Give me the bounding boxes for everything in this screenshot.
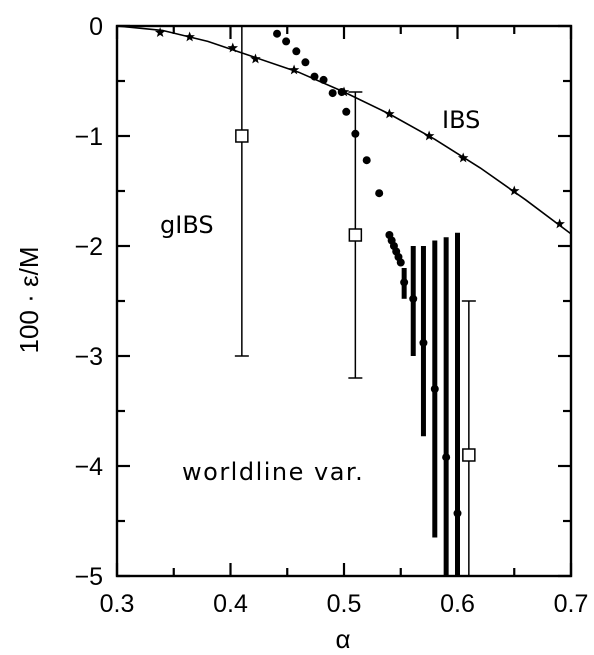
gibs-point: [348, 228, 363, 242]
ibs-point: [384, 108, 395, 119]
x-axis-label: α: [335, 624, 350, 654]
x-tick-label: 0.3: [100, 590, 135, 618]
y-tick-label: −5: [74, 563, 103, 591]
ibs-point: [227, 42, 238, 53]
worldline-point: [362, 156, 371, 165]
worldline-point: [310, 72, 319, 81]
annotation-gibs: gIBS: [160, 211, 214, 239]
worldline-point: [375, 189, 384, 198]
x-tick-label: 0.6: [440, 590, 475, 618]
worldline-point: [442, 453, 451, 462]
worldline-point: [292, 47, 301, 56]
y-tick-label: −2: [74, 233, 103, 261]
ibs-point: [288, 64, 300, 75]
worldline-point: [430, 385, 439, 393]
ibs-point: [184, 31, 195, 42]
ibs-point: [509, 185, 520, 196]
x-tick-label: 0.7: [554, 590, 589, 618]
worldline-point: [419, 338, 428, 347]
ibs-point: [554, 218, 565, 229]
worldline-point: [337, 88, 346, 96]
ibs-point: [154, 27, 166, 37]
worldline-point: [409, 294, 418, 303]
gibs-point: [235, 129, 249, 143]
worldline-point: [342, 107, 351, 116]
worldline-point: [400, 278, 409, 287]
worldline-point: [319, 75, 328, 84]
plot-frame: [115, 24, 573, 578]
ibs-curve: [116, 25, 572, 235]
annotation-ibs: IBS: [442, 106, 480, 134]
ibs-point: [423, 130, 435, 141]
y-tick-label: −1: [74, 123, 103, 151]
worldline-point: [273, 29, 282, 38]
x-tick-label: 0.4: [213, 590, 248, 618]
worldline-point: [453, 509, 462, 518]
x-tick-label: 0.5: [327, 590, 362, 618]
worldline-point: [396, 258, 405, 267]
gibs-point: [462, 448, 476, 462]
worldline-point: [301, 58, 310, 67]
y-axis-label: 100 · ε/M: [14, 247, 44, 354]
worldline-point: [328, 89, 337, 98]
ibs-point: [457, 152, 469, 163]
y-tick-label: −3: [74, 343, 103, 371]
ibs-point: [250, 53, 261, 64]
y-tick-label: −4: [74, 453, 103, 481]
y-tick-label: 0: [89, 13, 103, 41]
worldline-point: [282, 37, 291, 46]
annotation-worldline: worldline var.: [182, 458, 364, 486]
